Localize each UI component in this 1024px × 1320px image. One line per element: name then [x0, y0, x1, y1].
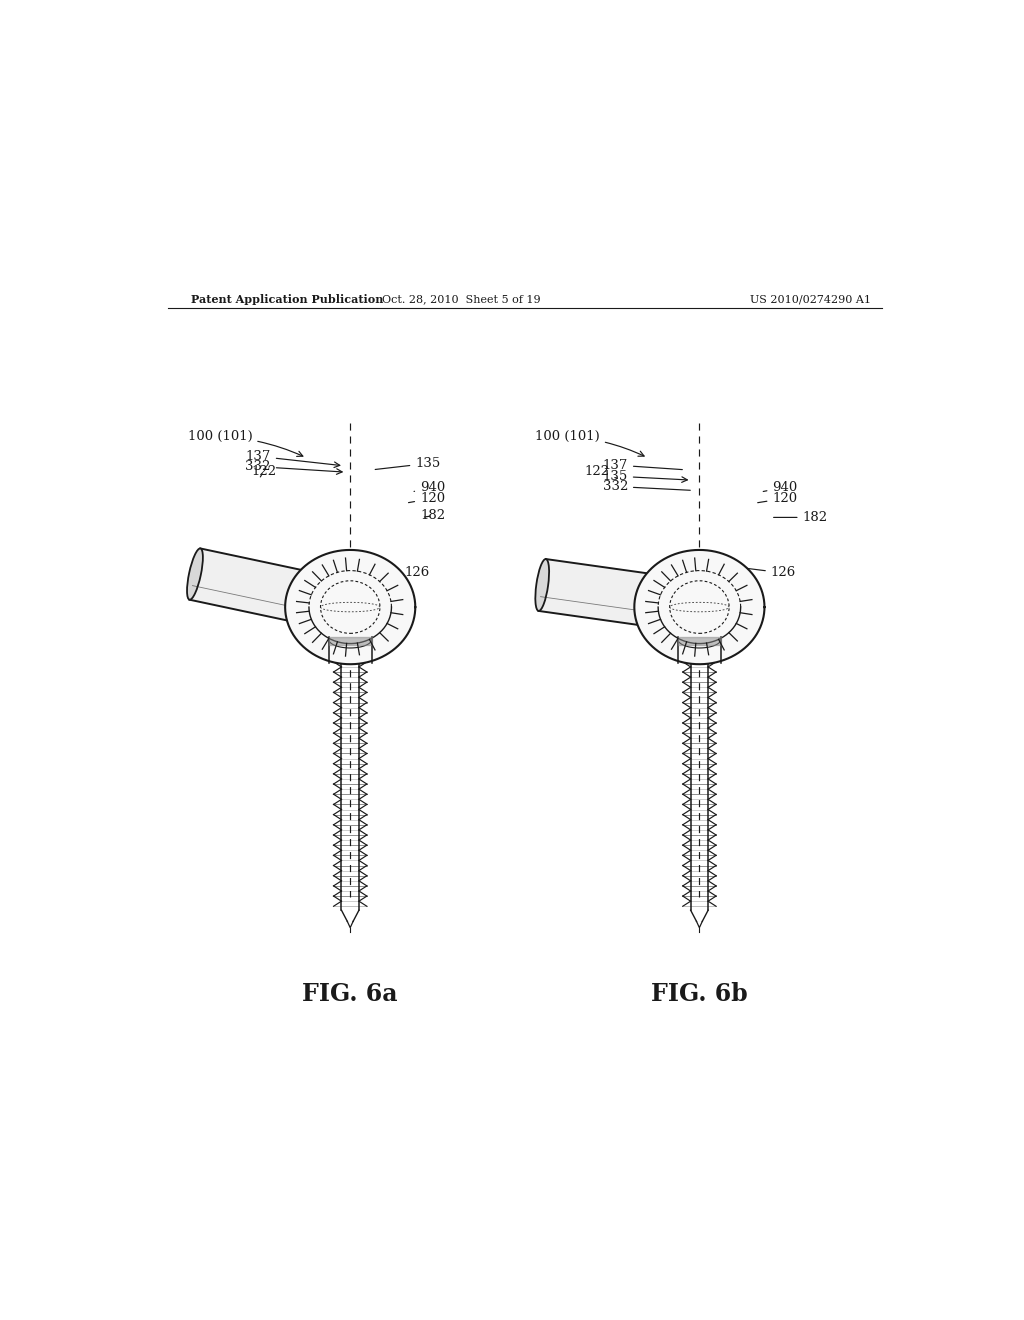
- Text: 126: 126: [710, 564, 796, 579]
- Ellipse shape: [285, 550, 416, 664]
- Text: 120: 120: [409, 492, 445, 504]
- Text: Oct. 28, 2010  Sheet 5 of 19: Oct. 28, 2010 Sheet 5 of 19: [382, 294, 541, 304]
- Polygon shape: [678, 638, 721, 645]
- Ellipse shape: [536, 560, 549, 611]
- Polygon shape: [539, 560, 703, 634]
- Text: FIG. 6a: FIG. 6a: [302, 982, 398, 1006]
- Polygon shape: [329, 638, 372, 645]
- Text: 135: 135: [375, 457, 440, 470]
- Text: 940: 940: [763, 480, 798, 494]
- Ellipse shape: [634, 550, 765, 664]
- Text: 120: 120: [758, 492, 798, 504]
- Text: 126: 126: [360, 560, 429, 579]
- Text: 940: 940: [414, 480, 445, 494]
- Text: 100 (101): 100 (101): [187, 430, 303, 457]
- Text: US 2010/0274290 A1: US 2010/0274290 A1: [750, 294, 871, 304]
- Text: 332: 332: [602, 480, 690, 492]
- Ellipse shape: [187, 548, 203, 599]
- Text: 135: 135: [602, 470, 687, 483]
- Text: 122: 122: [251, 465, 276, 478]
- Text: 137: 137: [246, 450, 340, 467]
- Polygon shape: [189, 549, 355, 632]
- Text: 182: 182: [773, 511, 827, 524]
- Text: 332: 332: [246, 461, 342, 474]
- Text: 122: 122: [585, 465, 617, 478]
- Text: 137: 137: [602, 458, 682, 471]
- Text: Patent Application Publication: Patent Application Publication: [191, 293, 384, 305]
- Text: 100 (101): 100 (101): [536, 430, 644, 457]
- Text: 182: 182: [420, 510, 445, 523]
- Text: FIG. 6b: FIG. 6b: [651, 982, 748, 1006]
